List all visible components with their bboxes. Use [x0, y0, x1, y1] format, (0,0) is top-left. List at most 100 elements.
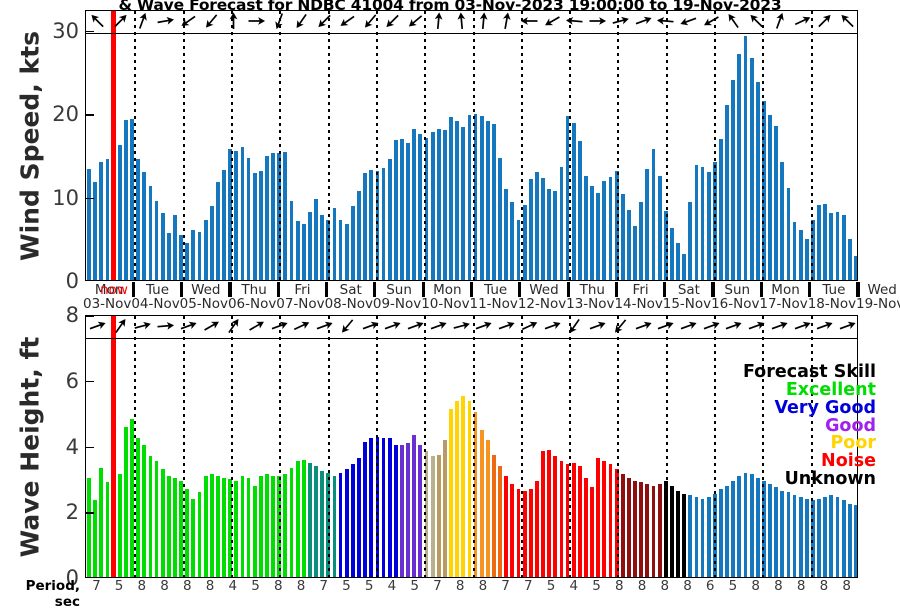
bar [418, 444, 423, 577]
bar [553, 456, 558, 577]
wind-speed-chart [85, 10, 858, 281]
direction-arrow-icon [275, 13, 283, 30]
bar [719, 139, 723, 280]
day-date-label: 09-Nov [372, 296, 422, 312]
day-gridline [279, 316, 282, 577]
bar [246, 477, 251, 577]
bar [663, 211, 668, 280]
direction-arrow-icon [657, 321, 674, 330]
y-tick-mark [85, 315, 94, 317]
bar [381, 438, 386, 577]
bar [792, 495, 797, 577]
y-tick-label: 0 [65, 269, 79, 293]
bar [817, 204, 822, 280]
bar [197, 232, 202, 280]
direction-arrow-icon [316, 321, 333, 330]
bar [565, 464, 570, 577]
bar [522, 490, 527, 577]
period-value: 5 [546, 578, 556, 594]
day-separator [614, 282, 619, 297]
direction-arrow-icon [91, 14, 104, 28]
bar [136, 159, 141, 280]
direction-arrow-icon [114, 318, 126, 334]
period-value: 5 [114, 578, 124, 594]
direction-arrow-icon [205, 14, 217, 28]
bar [504, 475, 509, 577]
bar [209, 205, 214, 280]
day-gridline [182, 316, 185, 577]
bar [265, 155, 269, 280]
bar [547, 449, 552, 577]
bar [590, 186, 595, 280]
bar [823, 203, 828, 280]
day-separator [276, 282, 280, 297]
direction-arrow-icon [341, 319, 354, 333]
bar [706, 172, 711, 280]
direction-arrow-icon [434, 12, 443, 30]
bar [835, 212, 840, 280]
day-date-label: 12-Nov [517, 296, 567, 312]
wave-plot-area [86, 316, 857, 577]
bar [191, 498, 196, 577]
day-date-label: 13-Nov [566, 296, 615, 312]
period-value: 8 [205, 578, 215, 594]
bar [412, 435, 417, 577]
direction-arrow-icon [771, 321, 788, 330]
day-gridline [375, 11, 378, 280]
bar [682, 253, 687, 280]
direction-arrow-icon [228, 318, 239, 334]
bar [424, 137, 429, 280]
bar [350, 206, 355, 280]
bar [228, 149, 233, 280]
bar [185, 242, 190, 280]
bar [467, 115, 472, 280]
direction-arrow-icon [180, 321, 197, 330]
bar [602, 461, 607, 577]
bar [725, 485, 729, 577]
direction-arrow-icon [841, 14, 854, 28]
bar [510, 202, 515, 280]
bar [541, 451, 545, 577]
bar [737, 475, 742, 577]
direction-arrow-icon [139, 12, 148, 29]
bar [774, 126, 779, 280]
legend-item-good: Good [825, 415, 876, 436]
bar [847, 503, 852, 577]
day-separator [856, 282, 860, 297]
bar [847, 238, 852, 280]
bar [565, 116, 570, 280]
bar [400, 444, 404, 577]
bar [694, 497, 699, 577]
bar [541, 178, 545, 280]
bar [338, 472, 343, 577]
wave-height-chart [85, 315, 858, 578]
direction-arrow-icon [364, 14, 376, 28]
direction-arrow-icon [614, 319, 627, 333]
now-marker-line [111, 316, 116, 577]
direction-arrow-icon [566, 16, 583, 25]
direction-arrow-icon [680, 321, 697, 330]
bar [430, 131, 435, 280]
bar [633, 480, 637, 577]
day-name-label: Fri [632, 282, 649, 298]
bar [651, 485, 656, 577]
bar [320, 214, 325, 280]
bar [455, 121, 460, 280]
day-gridline [520, 11, 523, 280]
direction-arrow-icon [794, 16, 810, 26]
bar [706, 497, 711, 577]
bar [295, 221, 300, 280]
day-gridline [617, 11, 620, 280]
bar [252, 173, 257, 280]
day-gridline [182, 11, 185, 280]
bar [768, 115, 772, 280]
day-gridline [279, 11, 282, 280]
bar [719, 488, 723, 577]
y-tick-label: 10 [52, 185, 79, 210]
bar [105, 159, 110, 280]
bar [209, 474, 214, 577]
date-axis: Mon 03-Nov Tue 04-Nov Wed 05-Nov Thu 06-Nov Fri 0… [83, 282, 900, 312]
direction-arrow-icon [294, 321, 310, 331]
bar [780, 490, 785, 577]
